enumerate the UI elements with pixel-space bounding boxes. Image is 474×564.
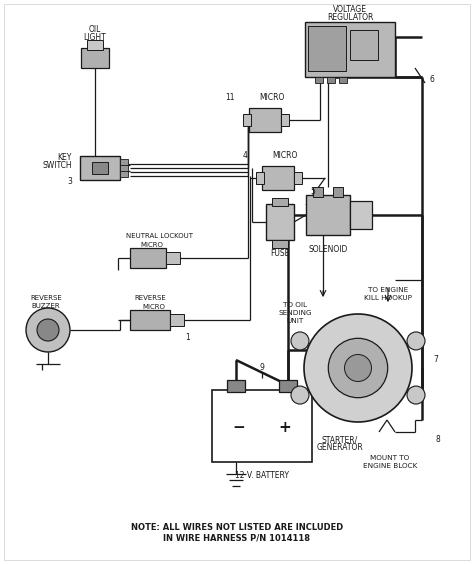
- Bar: [272, 198, 288, 206]
- Text: REVERSE: REVERSE: [30, 295, 62, 301]
- Text: NOTE: ALL WIRES NOT LISTED ARE INCLUDED: NOTE: ALL WIRES NOT LISTED ARE INCLUDED: [131, 523, 343, 532]
- Bar: [315, 77, 323, 83]
- Bar: [92, 162, 108, 174]
- Bar: [350, 30, 378, 60]
- Bar: [306, 195, 350, 235]
- Text: 9: 9: [260, 364, 264, 372]
- Bar: [120, 159, 128, 165]
- Text: +: +: [279, 421, 292, 435]
- Bar: [120, 171, 128, 177]
- Bar: [333, 187, 343, 197]
- Bar: [350, 201, 372, 229]
- Text: KILL HOOKUP: KILL HOOKUP: [364, 295, 412, 301]
- Circle shape: [304, 314, 412, 422]
- Bar: [256, 172, 264, 184]
- Text: FUSE: FUSE: [270, 249, 290, 258]
- Bar: [266, 204, 294, 240]
- Text: KEY: KEY: [58, 153, 72, 162]
- Circle shape: [291, 386, 309, 404]
- Bar: [272, 240, 288, 248]
- Bar: [279, 380, 297, 392]
- Text: 7: 7: [434, 355, 438, 364]
- Bar: [87, 40, 103, 50]
- Circle shape: [407, 386, 425, 404]
- Text: STARTER/: STARTER/: [322, 435, 358, 444]
- Bar: [120, 165, 128, 171]
- Circle shape: [345, 355, 372, 381]
- Bar: [130, 310, 170, 330]
- Bar: [249, 108, 281, 132]
- Text: REVERSE: REVERSE: [134, 295, 166, 301]
- Text: MICRO: MICRO: [259, 94, 284, 103]
- Text: 12 V. BATTERY: 12 V. BATTERY: [235, 472, 289, 481]
- Text: LIGHT: LIGHT: [83, 33, 106, 42]
- Bar: [227, 380, 245, 392]
- Bar: [166, 252, 180, 264]
- Circle shape: [26, 308, 70, 352]
- Bar: [130, 248, 166, 268]
- Bar: [281, 114, 289, 126]
- Text: UNIT: UNIT: [286, 318, 304, 324]
- Text: SWITCH: SWITCH: [42, 161, 72, 170]
- Bar: [262, 166, 294, 190]
- Text: IN WIRE HARNESS P/N 1014118: IN WIRE HARNESS P/N 1014118: [164, 534, 310, 543]
- Bar: [339, 77, 347, 83]
- Bar: [313, 187, 323, 197]
- Text: MICRO: MICRO: [140, 242, 163, 248]
- Bar: [212, 390, 312, 462]
- Text: MICRO: MICRO: [142, 304, 165, 310]
- Bar: [170, 314, 184, 326]
- Text: MOUNT TO: MOUNT TO: [370, 455, 410, 461]
- Circle shape: [291, 332, 309, 350]
- Bar: [243, 114, 251, 126]
- Text: −: −: [233, 421, 246, 435]
- Text: TO OIL: TO OIL: [283, 302, 307, 308]
- Text: SENDING: SENDING: [278, 310, 312, 316]
- Text: 11: 11: [226, 94, 235, 103]
- Bar: [327, 77, 335, 83]
- Text: 1: 1: [186, 333, 191, 342]
- Text: TO ENGINE: TO ENGINE: [368, 287, 408, 293]
- Text: OIL: OIL: [89, 25, 101, 34]
- Bar: [80, 156, 120, 180]
- Text: 3: 3: [67, 178, 72, 187]
- Circle shape: [407, 332, 425, 350]
- Text: ENGINE BLOCK: ENGINE BLOCK: [363, 463, 417, 469]
- Text: 8: 8: [436, 435, 440, 444]
- Text: NEUTRAL LOCKOUT: NEUTRAL LOCKOUT: [126, 233, 193, 239]
- Text: 6: 6: [430, 76, 435, 85]
- Bar: [308, 26, 346, 71]
- Bar: [294, 172, 302, 184]
- Text: 4: 4: [243, 152, 248, 161]
- Text: VOLTAGE: VOLTAGE: [333, 6, 367, 15]
- Circle shape: [37, 319, 59, 341]
- Text: GENERATOR: GENERATOR: [317, 443, 364, 452]
- Bar: [81, 48, 109, 68]
- Text: REGULATOR: REGULATOR: [327, 14, 373, 23]
- Text: BUZZER: BUZZER: [32, 303, 60, 309]
- Circle shape: [328, 338, 388, 398]
- Text: SOLENOID: SOLENOID: [308, 245, 348, 253]
- Bar: [305, 22, 395, 77]
- Text: 5: 5: [310, 187, 315, 196]
- Text: MICRO: MICRO: [272, 152, 297, 161]
